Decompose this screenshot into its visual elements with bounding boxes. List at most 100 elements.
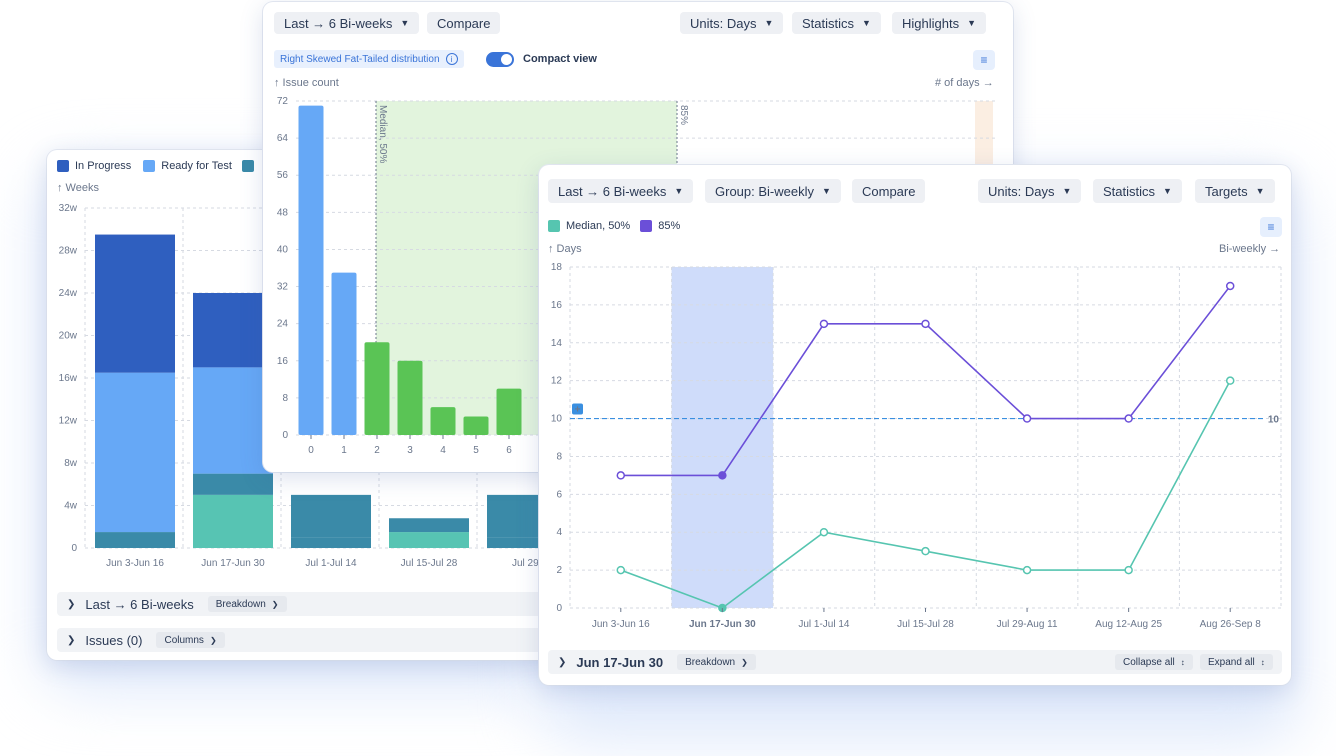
columns-label: Columns: [164, 634, 204, 646]
bar-segment: [95, 372, 175, 533]
period-footer[interactable]: ❯ Jun 17-Jun 30 Breakdown ❯ Collapse all ↕…: [548, 650, 1282, 674]
distribution-badge-label: Right Skewed Fat-Tailed distribution: [280, 53, 440, 65]
data-point: [616, 471, 626, 480]
y-tick-label: 0: [71, 543, 77, 554]
units-dropdown[interactable]: Units: Days ▼: [680, 12, 784, 34]
y-tick-label: 12w: [59, 416, 78, 427]
x-tick-label: Jun 3-Jun 16: [106, 558, 164, 569]
statistics-dropdown[interactable]: Statistics ▼: [792, 12, 881, 34]
list-view-icon[interactable]: ≡: [1260, 217, 1282, 237]
compact-view-toggle[interactable]: [486, 52, 514, 67]
compact-view-label: Compact view: [523, 53, 597, 65]
chevron-right-icon: ❯: [271, 599, 279, 609]
x-tick-label: Aug 12-Aug 25: [1095, 619, 1162, 630]
y-tick-label: 16w: [59, 373, 78, 384]
statistics-label: Statistics: [802, 15, 855, 31]
bar-segment: [487, 537, 567, 548]
y-axis-label: ↑ Days: [548, 243, 582, 255]
p85-marker-label: 85%: [678, 105, 689, 125]
bar-segment: [95, 234, 175, 373]
cycle-time-line-chart-card: Last → 6 Bi-weeks ▼ Group: Bi-weekly ▼ Com…: [539, 165, 1291, 685]
breakdown-button[interactable]: Breakdown ❯: [677, 654, 756, 670]
highlights-dropdown[interactable]: Highlights ▼: [892, 12, 987, 34]
y-tick-label: 10: [551, 414, 563, 425]
compare-button[interactable]: Compare: [852, 179, 926, 203]
y-tick-label: 16: [277, 356, 289, 367]
y-tick-label: 24w: [59, 288, 78, 299]
chevron-down-icon: ▼: [862, 18, 871, 28]
x-tick-label: 4: [440, 445, 446, 456]
data-point: [921, 319, 930, 329]
legend-label-in-progress: In Progress: [75, 160, 132, 172]
histogram-bar: [331, 272, 357, 435]
y-tick-label: 18: [551, 262, 563, 273]
y-tick-label: 8w: [64, 458, 78, 469]
y-tick-label: 6: [556, 489, 562, 500]
data-point: [718, 471, 727, 480]
y-tick-label: 0: [282, 430, 288, 441]
histogram-bar: [463, 416, 489, 435]
sort-icon: ↕: [1180, 657, 1185, 667]
issues-section-label: Issues (0): [85, 632, 143, 648]
targets-label: Targets: [1205, 183, 1248, 199]
chevron-down-icon: ▼: [1062, 186, 1072, 196]
issues-section-header[interactable]: ❯ Issues (0) Columns ❯: [57, 628, 597, 652]
range-dropdown[interactable]: Last → 6 Bi-weeks ▼: [274, 12, 420, 34]
x-tick-label: Jul 1-Jul 14: [305, 558, 357, 569]
period-section-header[interactable]: ❯ Last → 6 Bi-weeks Breakdown ❯: [57, 592, 597, 616]
legend-label-median: Median, 50%: [566, 220, 631, 232]
chevron-down-icon: ▼: [764, 18, 774, 28]
selected-period-highlight: [671, 267, 774, 608]
list-view-icon[interactable]: ≡: [973, 50, 995, 70]
x-tick-label: Jun 3-Jun 16: [592, 619, 650, 630]
y-tick-label: 40: [277, 244, 289, 255]
histogram-bar: [430, 407, 456, 435]
columns-button[interactable]: Columns ❯: [156, 632, 225, 648]
median-marker-label: Median, 50%: [377, 105, 388, 163]
breakdown-button[interactable]: Breakdown ❯: [207, 596, 287, 612]
y-tick-label: 2: [556, 565, 562, 576]
data-point: [616, 565, 626, 575]
x-tick-label: 6: [506, 445, 512, 456]
expand-all-button[interactable]: Expand all ↕: [1200, 654, 1273, 670]
x-tick-label: 3: [407, 445, 413, 456]
collapse-all-button[interactable]: Collapse all ↕: [1115, 654, 1193, 670]
y-tick-label: 4: [556, 527, 562, 538]
chevron-right-icon: ❯: [741, 657, 748, 667]
range-dropdown[interactable]: Last → 6 Bi-weeks ▼: [548, 179, 694, 203]
compare-label: Compare: [862, 183, 916, 199]
x-tick-label: 0: [308, 445, 314, 456]
data-point: [1124, 565, 1133, 575]
group-dropdown[interactable]: Group: Bi-weekly ▼: [705, 179, 841, 203]
x-tick-label: 2: [374, 445, 380, 456]
chevron-right-icon: ❯: [209, 635, 217, 645]
chevron-down-icon: ▼: [1255, 186, 1265, 196]
data-point: [921, 546, 930, 556]
legend-swatch-in-progress: [57, 160, 69, 172]
bar-segment: [389, 518, 469, 533]
x-tick-label: 1: [341, 445, 347, 456]
data-point: [819, 319, 829, 329]
targets-dropdown[interactable]: Targets ▼: [1195, 179, 1275, 203]
chevron-down-icon: ▼: [967, 18, 977, 28]
chevron-down-icon: ▼: [821, 186, 831, 196]
units-dropdown[interactable]: Units: Days ▼: [978, 179, 1082, 203]
data-point: [1022, 414, 1032, 423]
chart-legend: Median, 50% 85%: [548, 220, 680, 232]
info-icon: i: [445, 53, 458, 65]
bar-segment: [291, 537, 371, 548]
y-tick-label: 14: [551, 338, 563, 349]
chevron-down-icon: ▼: [400, 18, 410, 28]
x-tick-label: 5: [473, 445, 479, 456]
bar-segment: [389, 532, 469, 548]
highlights-label: Highlights: [902, 15, 960, 31]
y-tick-label: 72: [277, 96, 289, 107]
statistics-label: Statistics: [1103, 183, 1156, 199]
y-tick-label: 4w: [64, 501, 78, 512]
statistics-dropdown[interactable]: Statistics ▼: [1093, 179, 1182, 203]
y-tick-label: 12: [551, 376, 563, 387]
target-value-label: 10: [1268, 415, 1280, 426]
compare-button[interactable]: Compare: [427, 12, 501, 34]
distribution-badge[interactable]: Right Skewed Fat-Tailed distribution i: [274, 50, 464, 68]
histogram-bar: [496, 388, 522, 435]
